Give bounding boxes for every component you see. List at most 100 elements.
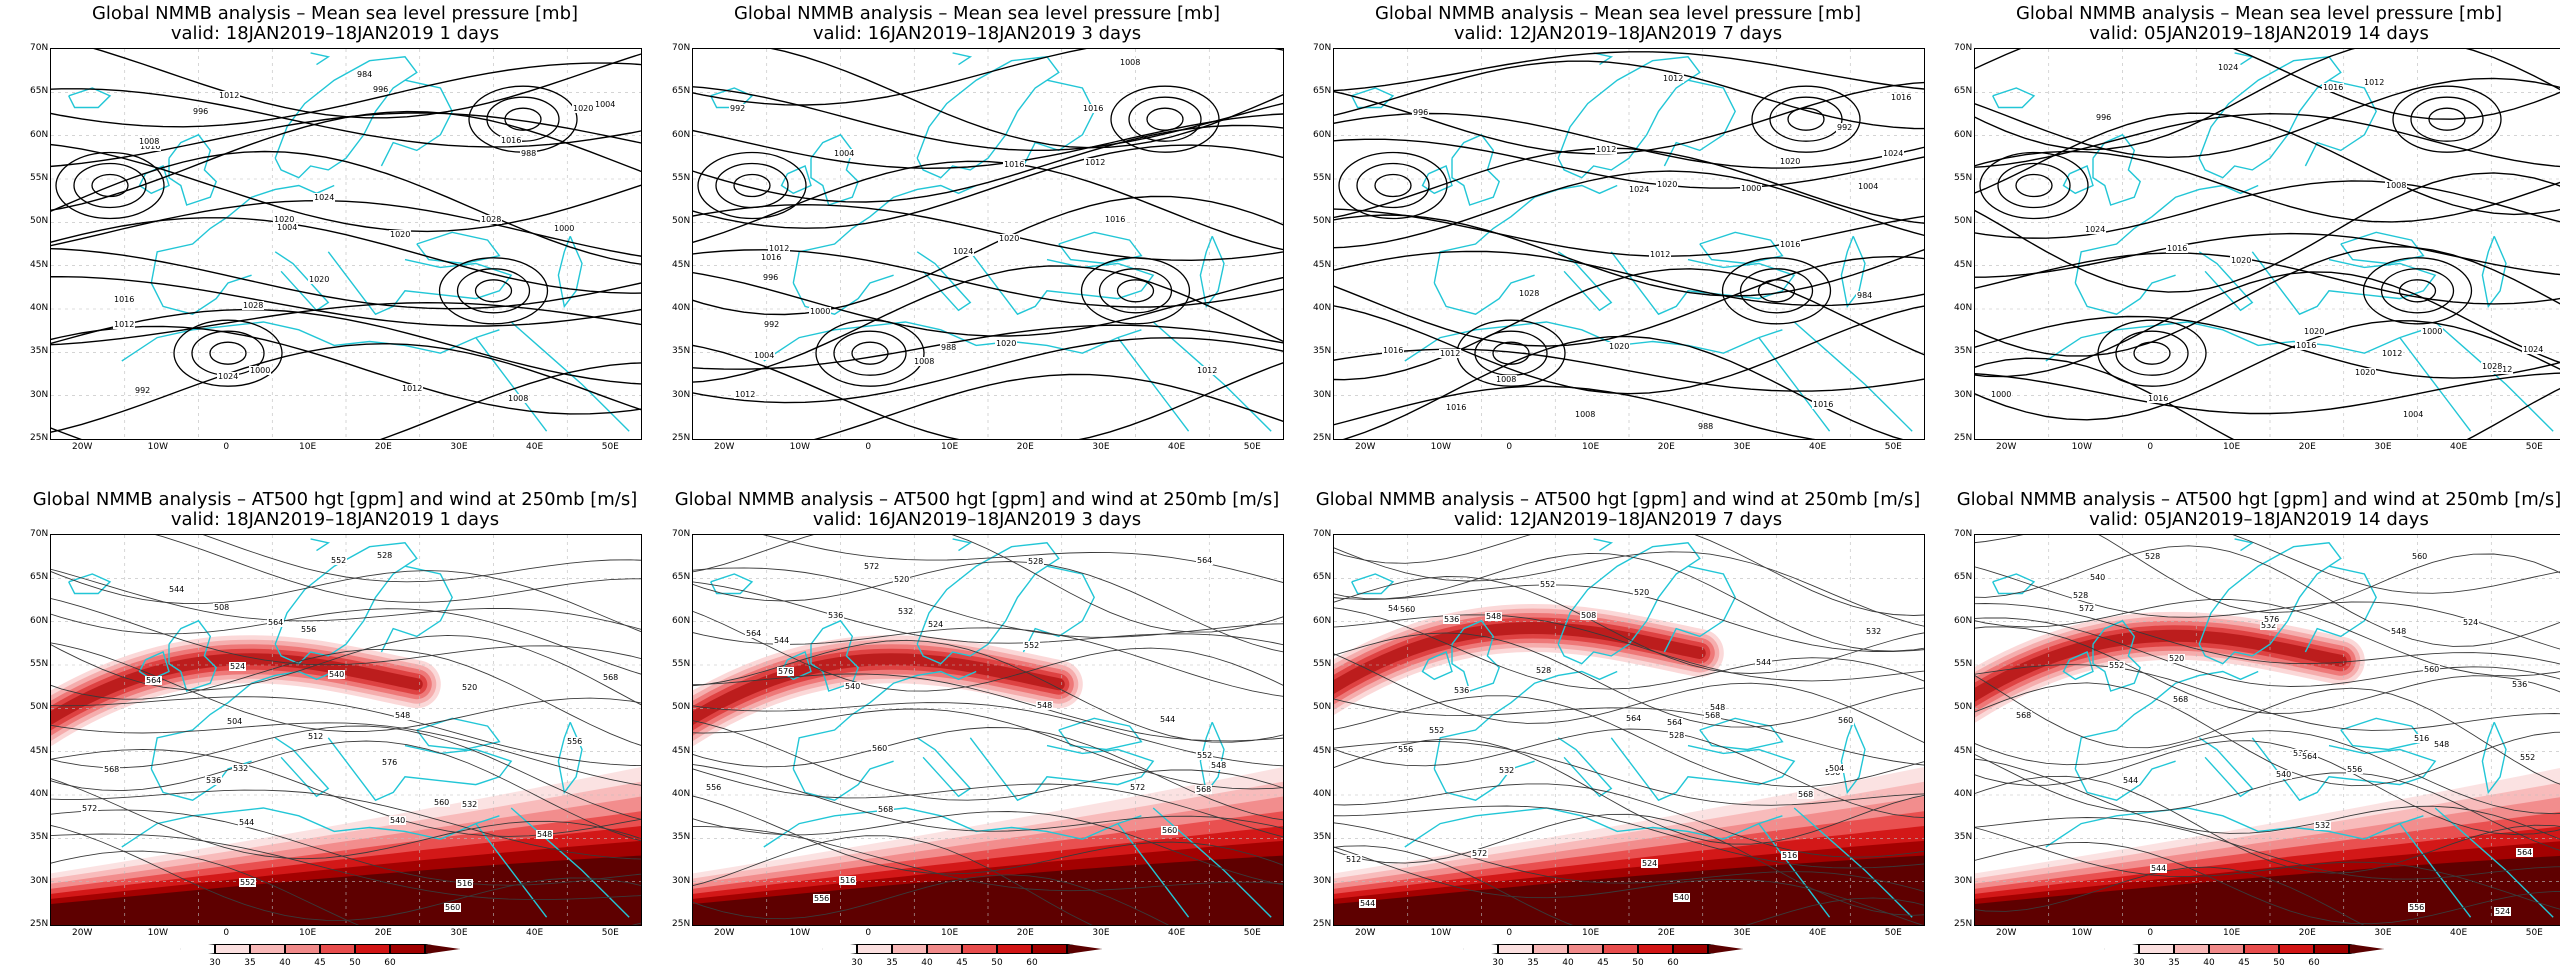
longitude-label: 50E (1884, 928, 1902, 938)
colorbar-swatch (1708, 944, 1743, 954)
colorbar-swatch (2104, 944, 2139, 954)
contour-label: 1020 (2230, 256, 2253, 265)
latitude-label: 25N (672, 919, 691, 929)
panel-valid-range: valid: 18JAN2019–18JAN2019 1 days (170, 23, 500, 44)
longitude-label: 0 (223, 442, 230, 452)
panel-title: Global NMMB analysis – AT500 hgt [gpm] a… (1956, 489, 2560, 510)
contour-label: 568 (877, 805, 895, 814)
colorbar-swatch (997, 944, 1032, 954)
contour-label: 1008 (1495, 375, 1518, 384)
latitude-label: 50N (30, 702, 49, 713)
contour-label: 532 (2314, 821, 2332, 830)
contour-label: 524 (2462, 618, 2480, 627)
latitude-label: 50N (1954, 702, 1973, 713)
contour-label: 1016 (1082, 104, 1105, 113)
contour-label: 568 (1195, 785, 1213, 794)
wind-speed-colorbar: 30 35 40 45 50 60 (822, 944, 1102, 970)
latitude-label: 25N (30, 919, 49, 929)
longitude-label: 20W (1996, 442, 2017, 452)
contour-label: 1020 (2303, 327, 2326, 336)
longitude-label: 30E (450, 442, 468, 452)
contour-label: 1020 (1779, 157, 1802, 166)
contour-label: 1012 (1595, 145, 1618, 154)
contour-label: 532 (1498, 766, 1516, 775)
contour-label: 564 (745, 629, 763, 638)
contour-label: 536 (1443, 615, 1461, 624)
latitude-label: 60N (1313, 615, 1332, 626)
contour-label: 992 (729, 104, 747, 113)
latitude-label: 70N (30, 43, 49, 53)
contour-label: 1020 (572, 104, 595, 113)
contour-label: 560 (444, 903, 462, 912)
contour-label: 1004 (2402, 410, 2425, 419)
contour-label: 1020 (998, 234, 1021, 243)
panel-valid-range: valid: 18JAN2019–18JAN2019 1 days (170, 509, 500, 530)
colorbar-swatch (962, 944, 997, 954)
longitude-label: 30E (1092, 928, 1110, 938)
latitude-label: 55N (1954, 173, 1973, 183)
longitude-label: 20E (1016, 442, 1034, 452)
map-canvas (1975, 535, 2560, 925)
coastlines (68, 52, 630, 432)
contour-label: 1024 (1628, 185, 1651, 194)
contour-label: 1020 (273, 215, 296, 224)
longitude-label: 20W (1355, 928, 1376, 938)
wind-speed-colorbar: 30 35 40 45 50 60 (180, 944, 460, 970)
colorbar-swatch (1067, 944, 1102, 954)
latitude-label: 50N (1313, 216, 1332, 227)
latitude-label: 45N (30, 745, 49, 756)
contour-label: 1020 (2354, 368, 2377, 377)
longitude-label: 10E (299, 442, 317, 452)
contour-label: 1020 (1656, 180, 1679, 189)
longitude-label: 40E (1168, 442, 1186, 452)
contour-label: 516 (456, 879, 474, 888)
contour-label: 1004 (753, 351, 776, 360)
latitude-label: 30N (1313, 389, 1332, 400)
contour-label: 564 (1196, 556, 1214, 565)
latitude-label: 40N (1954, 303, 1973, 313)
map-area: 528 532 536 540 544 548 552 556 560 564 568 572 504 5… (1333, 534, 1925, 926)
contour-label: 536 (2292, 749, 2310, 758)
latitude-label: 55N (1313, 173, 1332, 183)
contour-label: 1012 (2381, 349, 2404, 358)
contour-label: 996 (192, 107, 210, 116)
contours (51, 535, 641, 925)
latitude-label: 50N (1313, 702, 1332, 713)
longitude-label: 10W (789, 928, 811, 938)
contour-label: 992 (1836, 123, 1854, 132)
contour-label: 568 (2015, 711, 2033, 720)
colorbar-swatch (285, 944, 320, 954)
contour-label: 532 (1865, 627, 1883, 636)
latitude-label: 60N (1954, 129, 1973, 140)
longitude-label: 20W (714, 442, 735, 452)
map-canvas (51, 49, 641, 439)
colorbar-swatch (2244, 944, 2279, 954)
contour-label: 544 (773, 636, 791, 645)
contour-label: 544 (2122, 776, 2140, 785)
contour-label: 536 (205, 776, 223, 785)
contour-label: 512 (1345, 855, 1363, 864)
contour-label: 516 (2413, 734, 2431, 743)
map-area: 524 528 532 536 540 544 548 552 556 560 564 568 572 5… (1974, 534, 2560, 926)
contour-label: 564 (267, 618, 285, 627)
longitude-label: 50E (1243, 928, 1261, 938)
colorbar-swatch (180, 944, 215, 954)
contour-label: 528 (2144, 552, 2162, 561)
contours (1334, 535, 1924, 925)
latitude-label: 30N (1954, 875, 1973, 886)
contour-label: 560 (1837, 716, 1855, 725)
coastlines (1351, 538, 1913, 918)
longitude-label: 20E (2298, 928, 2316, 938)
contour-label: 984 (1856, 291, 1874, 300)
colorbar-swatch (2349, 944, 2384, 954)
latitude-label: 25N (672, 433, 691, 443)
latitude-label: 35N (1954, 346, 1973, 357)
contour-label: 560 (1161, 826, 1179, 835)
contour-label: 1012 (401, 384, 424, 393)
graticule (1975, 535, 2560, 925)
latitude-label: 70N (1313, 43, 1332, 53)
contour-label: 1012 (1649, 250, 1672, 259)
contour-label: 524 (1641, 859, 1659, 868)
contour-label: 548 (2433, 740, 2451, 749)
contour-label: 556 (705, 783, 723, 792)
